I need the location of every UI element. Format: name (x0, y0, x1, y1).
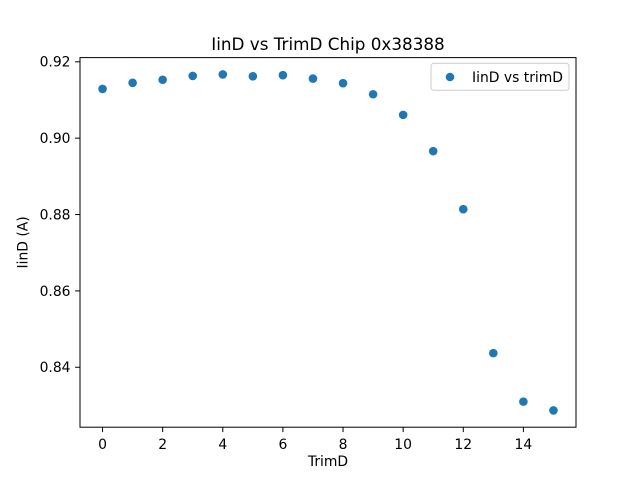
data-point (549, 406, 558, 415)
x-axis-ticks: 0 2 4 6 8 10 12 14 (98, 427, 532, 453)
data-point (489, 348, 498, 358)
x-tick-label: 2 (158, 437, 167, 453)
data-point (398, 110, 408, 120)
data-point (188, 71, 198, 81)
y-axis-ticks: 0.84 0.86 0.88 0.90 0.92 (40, 55, 80, 376)
y-tick-label: 0.90 (40, 131, 71, 147)
data-point (308, 74, 318, 83)
data-point (278, 70, 288, 80)
data-point (218, 70, 228, 79)
y-tick-label: 0.92 (40, 55, 71, 71)
legend-marker-icon (445, 72, 455, 82)
data-point (158, 75, 167, 85)
data-point (128, 78, 137, 88)
data-point (519, 397, 528, 406)
data-point (98, 84, 107, 94)
y-axis-label: IinD (A) (16, 216, 32, 268)
data-point (428, 146, 438, 156)
data-point (248, 72, 258, 81)
x-tick-label: 8 (339, 437, 348, 453)
x-tick-label: 4 (218, 437, 227, 453)
x-tick-label: 12 (454, 437, 472, 453)
x-axis-label: TrimD (307, 454, 348, 470)
axes-frame (79, 57, 577, 428)
data-point (368, 89, 378, 99)
x-tick-label: 10 (394, 437, 412, 453)
legend-box (430, 62, 570, 91)
x-tick-label: 14 (515, 437, 533, 453)
legend-label: IinD vs trimD (472, 70, 563, 86)
data-point (338, 78, 348, 88)
y-tick-label: 0.88 (40, 207, 71, 223)
data-points (98, 70, 558, 415)
x-tick-label: 6 (278, 437, 287, 453)
plot-title: IinD vs TrimD Chip 0x38388 (211, 34, 444, 54)
legend: IinD vs trimD (430, 62, 570, 91)
data-point (458, 204, 468, 214)
x-tick-label: 0 (98, 437, 107, 453)
y-tick-label: 0.86 (40, 284, 71, 300)
y-tick-label: 0.84 (40, 360, 71, 376)
